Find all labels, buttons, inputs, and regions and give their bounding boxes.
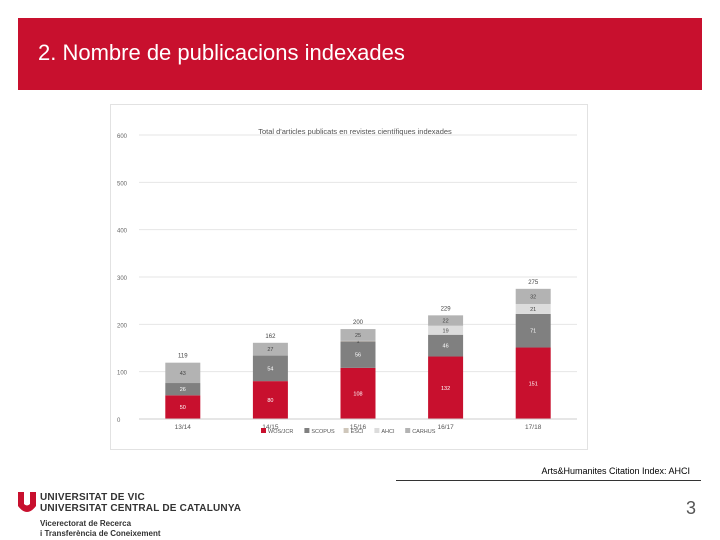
bar-segment-scopus — [515, 313, 551, 348]
segment-value-label: 1 — [356, 339, 359, 345]
title-banner: 2. Nombre de publicacions indexades — [18, 18, 702, 90]
legend-label: SCOPUS — [311, 429, 335, 435]
segment-value-label: 56 — [355, 353, 361, 359]
legend-label: ESCI — [351, 429, 364, 435]
bar-segment-wos-jcr — [165, 395, 201, 419]
y-tick-label: 300 — [117, 276, 128, 282]
segment-value-label: 43 — [180, 371, 186, 377]
office-name-line2: i Transferència de Coneixement — [40, 529, 161, 538]
bar-total-label: 229 — [441, 306, 452, 312]
segment-value-label: 71 — [530, 329, 536, 335]
y-tick-label: 600 — [117, 134, 128, 140]
legend-swatch — [343, 428, 349, 433]
ahci-note: Arts&Humanites Citation Index: AHCI — [541, 466, 690, 476]
bar-segment-wos-jcr — [252, 381, 288, 419]
y-tick-label: 200 — [117, 323, 128, 329]
bar-segment-scopus — [252, 355, 288, 382]
bar-segment-scopus — [165, 383, 201, 396]
bar-segment-carhus — [428, 315, 464, 326]
segment-value-label: 22 — [443, 319, 449, 325]
bar-segment-ahci — [428, 325, 464, 335]
university-name-line1: UNIVERSITAT DE VIC — [40, 492, 145, 503]
legend-label: WOS/JCR — [268, 429, 293, 435]
bar-segment-carhus — [165, 362, 201, 384]
legend-swatch — [405, 428, 411, 433]
y-tick-label: 0 — [117, 418, 121, 424]
segment-value-label: 25 — [355, 333, 361, 339]
uvic-u-logo-icon — [18, 492, 36, 512]
segment-value-label: 54 — [267, 366, 273, 372]
office-name-line1: Vicerectorat de Recerca — [40, 519, 132, 528]
bar-segment-wos-jcr — [515, 347, 551, 419]
segment-value-label: 26 — [180, 387, 186, 393]
chart-title: Total d'articles publicats en revistes c… — [258, 127, 452, 136]
legend-label: CARHUS — [412, 429, 436, 435]
legend-swatch — [374, 428, 380, 433]
bar-segment-wos-jcr — [428, 356, 464, 419]
segment-value-label: 32 — [530, 294, 536, 300]
legend-label: AHCI — [381, 429, 395, 435]
y-tick-label: 400 — [117, 229, 128, 235]
bar-segment-scopus — [340, 341, 376, 368]
segment-value-label: 21 — [530, 307, 536, 313]
bar-segment-carhus — [515, 288, 551, 304]
bar-segment-carhus — [252, 342, 288, 356]
segment-value-label: 108 — [353, 391, 362, 397]
legend-swatch — [261, 428, 266, 433]
legend-swatch — [304, 428, 310, 433]
x-tick-label: 16/17 — [437, 424, 454, 431]
segment-value-label: 80 — [267, 398, 273, 404]
y-tick-label: 500 — [117, 181, 128, 187]
bar-segment-ahci — [515, 303, 551, 314]
page-number: 3 — [686, 498, 697, 518]
x-tick-label: 15/16 — [350, 424, 367, 431]
bar-segment-wos-jcr — [340, 367, 376, 419]
chart-frame: 0 100 200 300 400 500 600 Total d'articles publ… — [110, 104, 588, 450]
segment-value-label: 50 — [180, 405, 186, 411]
bar-total-label: 119 — [178, 354, 188, 360]
university-name-line2: UNIVERSITAT CENTRAL DE CATALUNYA — [40, 503, 242, 514]
bar-total-label: 275 — [528, 280, 539, 286]
segment-value-label: 151 — [529, 381, 538, 387]
segment-value-label: 27 — [267, 347, 273, 353]
bar-total-label: 162 — [265, 334, 276, 340]
x-tick-label: 13/14 — [175, 424, 192, 431]
bar-segment-scopus — [428, 334, 464, 357]
y-tick-label: 100 — [117, 371, 128, 377]
segment-value-label: 46 — [443, 344, 449, 350]
x-tick-label: 14/15 — [262, 424, 279, 431]
bar-total-label: 200 — [353, 320, 364, 326]
segment-value-label: 132 — [441, 386, 450, 392]
x-tick-label: 17/18 — [525, 424, 542, 431]
bar-segment-carhus — [340, 329, 376, 341]
slide-title: 2. Nombre de publicacions indexades — [38, 40, 405, 65]
footer-divider — [396, 480, 701, 481]
stacked-bar-chart: 0 100 200 300 400 500 600 Total d'articles publ… — [117, 127, 577, 435]
segment-value-label: 19 — [443, 328, 449, 334]
